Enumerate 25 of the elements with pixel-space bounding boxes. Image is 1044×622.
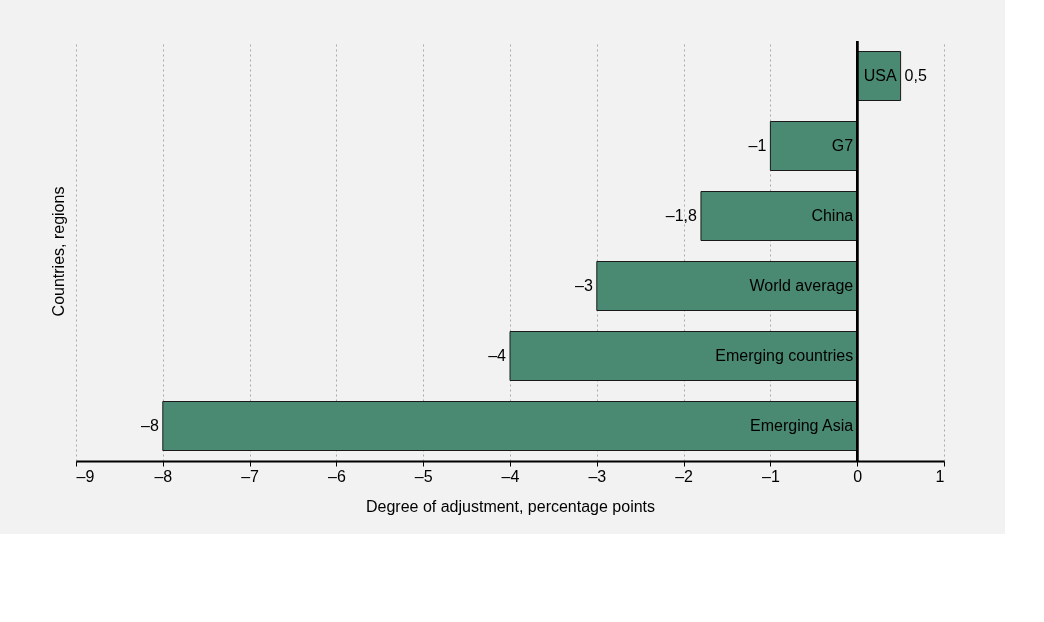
x-tick-label: 0 <box>853 467 863 485</box>
data-label: –8 <box>141 417 159 434</box>
data-label: 0,5 <box>904 67 927 84</box>
y-tick-label: World average <box>749 277 854 294</box>
x-tick-label: –7 <box>241 467 260 485</box>
x-tick-label: –4 <box>501 467 520 485</box>
data-label: –1,8 <box>665 207 698 224</box>
x-axis-title: Degree of adjustment, percentage points <box>365 497 656 515</box>
data-label: –4 <box>488 347 507 364</box>
data-label: –1 <box>748 137 767 154</box>
y-tick-label: Emerging countries <box>715 347 854 364</box>
y-tick-label: Emerging Asia <box>750 417 854 434</box>
y-tick-label: USA <box>863 67 897 84</box>
x-tick-label: –3 <box>588 467 607 485</box>
x-tick-label: –1 <box>762 467 780 485</box>
x-tick-label: –6 <box>328 467 346 485</box>
y-tick-label: China <box>811 207 854 224</box>
x-tick-label: –2 <box>675 467 694 485</box>
x-tick-label: –8 <box>154 467 173 485</box>
x-tick-label: –9 <box>76 467 95 485</box>
x-tick-label: –5 <box>414 467 433 485</box>
y-tick-label: G7 <box>831 137 854 154</box>
x-tick-label: 1 <box>935 467 945 485</box>
y-axis-title: Countries, regions <box>49 186 67 317</box>
data-label: –3 <box>575 277 593 294</box>
